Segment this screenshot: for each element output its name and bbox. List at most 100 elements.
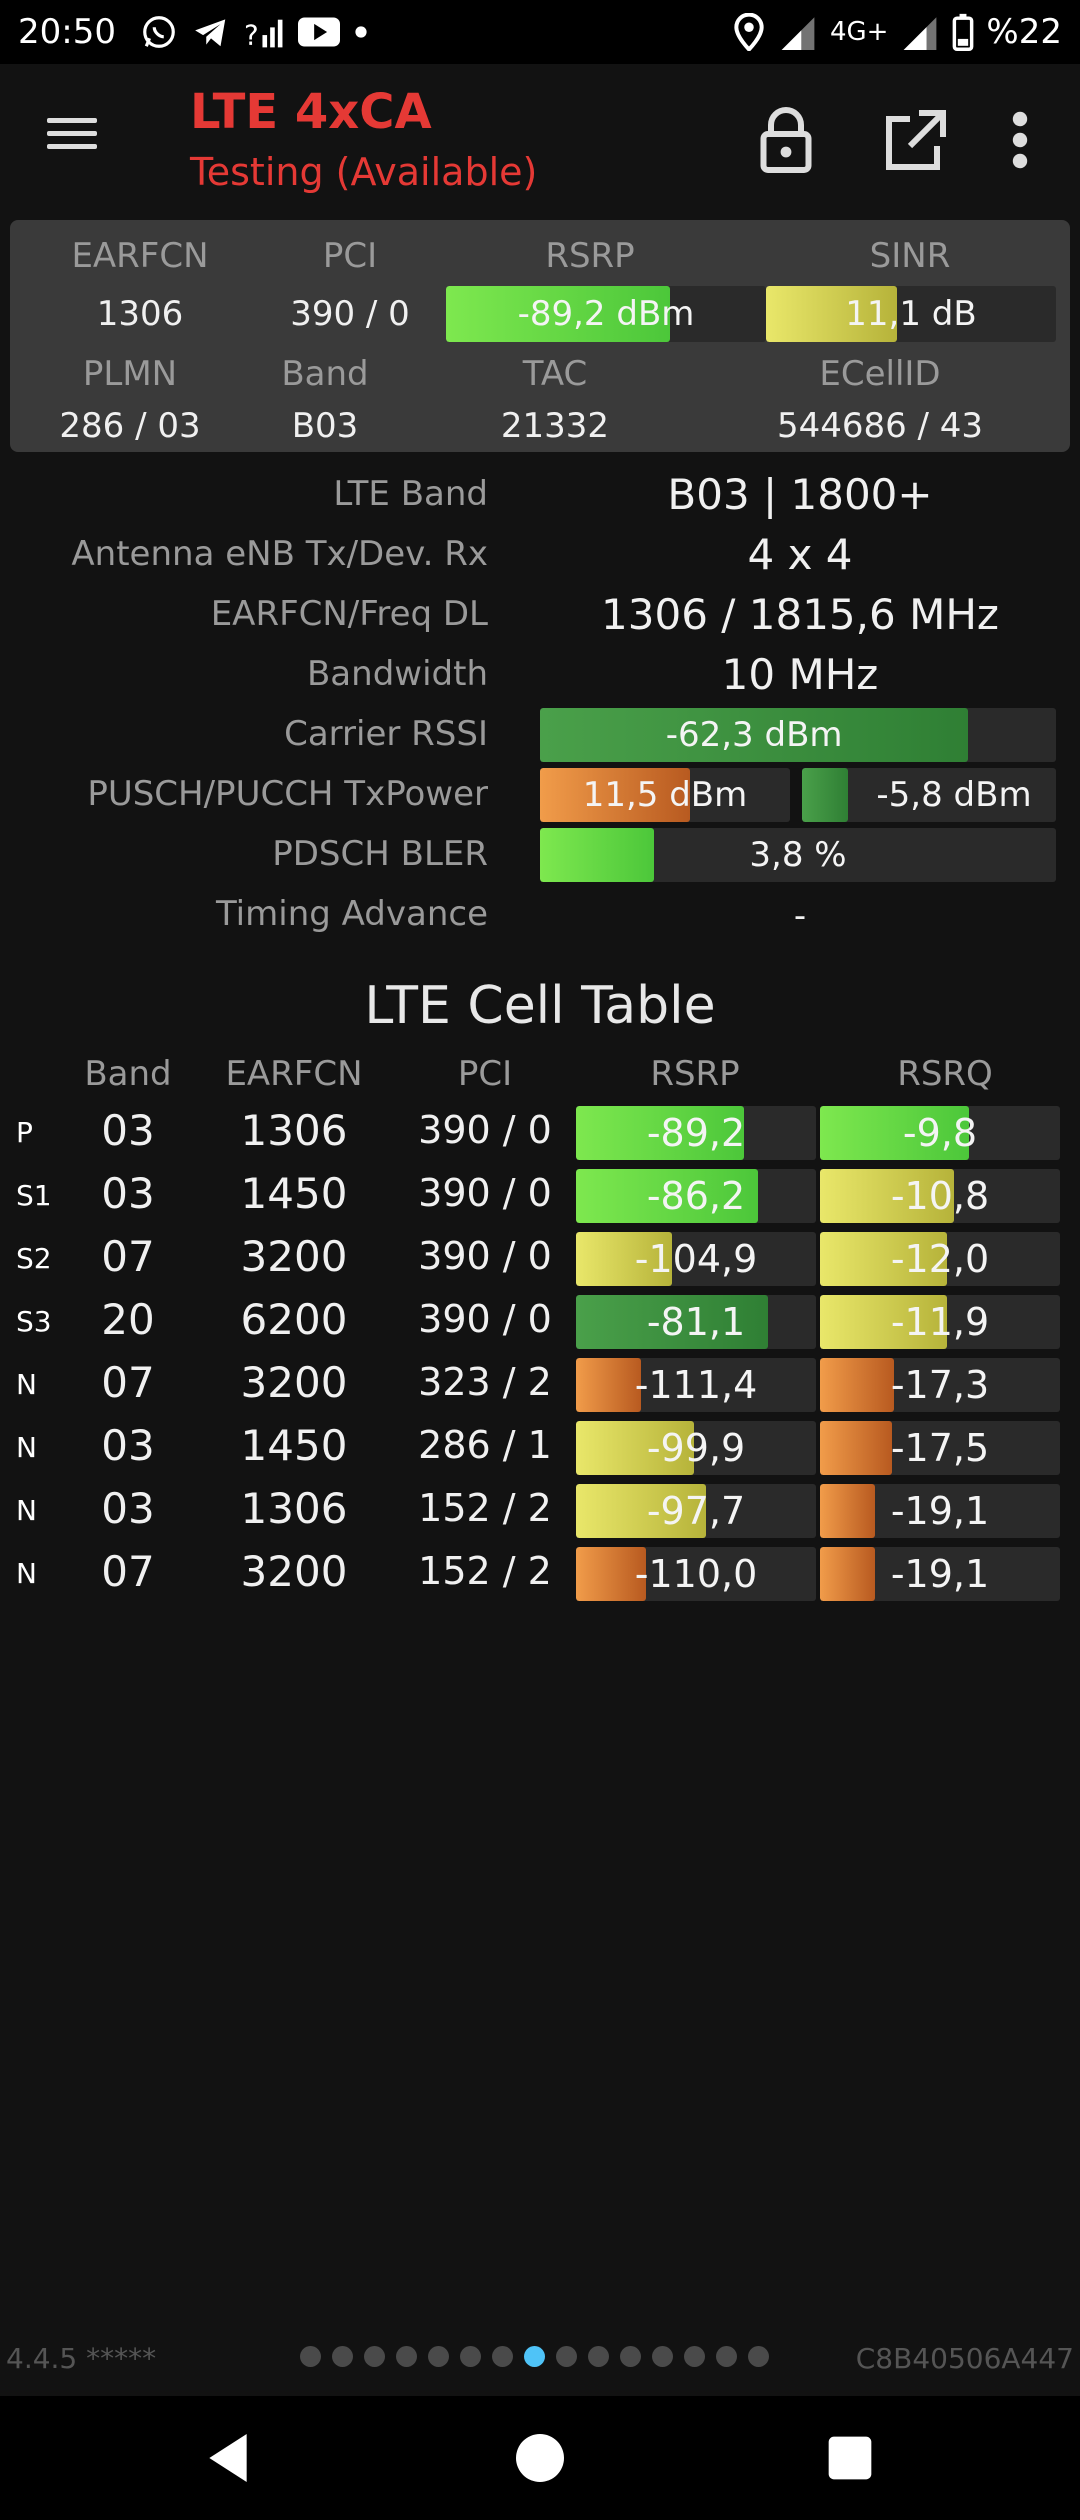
- open-external-button[interactable]: [880, 104, 952, 176]
- table-row: N 03 1306 152 / 2 -97,7 -19,1: [0, 1482, 1080, 1538]
- pucch-bar-fill: [802, 768, 848, 822]
- cell-rsrp-bar-fill: [576, 1358, 641, 1412]
- detail-row-lte-band: LTE Band B03 | 1800+: [0, 466, 1080, 526]
- antenna-label: Antenna eNB Tx/Dev. Rx: [71, 534, 488, 574]
- cell-rsrp-value: -97,7: [646, 1489, 746, 1533]
- sinr-value: 11,1 dB: [845, 294, 977, 334]
- col-header-rsrq: RSRQ: [897, 1054, 993, 1094]
- cell-band: 03: [101, 1169, 155, 1218]
- ta-label: Timing Advance: [215, 894, 488, 934]
- earfcn-label: EARFCN: [71, 236, 209, 276]
- rsrp-label: RSRP: [545, 236, 635, 276]
- rssi-label: Carrier RSSI: [284, 714, 488, 754]
- cell-pci: 152 / 2: [418, 1486, 552, 1530]
- cell-earfcn: 1450: [240, 1169, 348, 1218]
- bler-bar-fill: [540, 828, 654, 882]
- cell-rsrq-bar-fill: [820, 1484, 876, 1538]
- menu-button[interactable]: [40, 110, 104, 170]
- signal-icon-2: [900, 12, 940, 52]
- antenna-value: 4 x 4: [747, 530, 853, 579]
- page-dot[interactable]: [396, 2346, 417, 2367]
- page-dot[interactable]: [300, 2346, 321, 2367]
- cell-rsrq-bar-fill: [820, 1295, 948, 1349]
- lock-button[interactable]: [750, 104, 822, 176]
- status-bar: 20:50 ? 4G+ %22: [0, 0, 1080, 64]
- page-dot[interactable]: [652, 2346, 673, 2367]
- bler-value: 3,8 %: [749, 835, 847, 875]
- cell-rsrq-bar-fill: [820, 1106, 969, 1160]
- cell-rsrq-bar-fill: [820, 1358, 895, 1412]
- page-dot[interactable]: [524, 2346, 545, 2367]
- telegram-icon: [192, 12, 230, 52]
- page-dot[interactable]: [492, 2346, 513, 2367]
- plmn-value: 286 / 03: [59, 406, 201, 446]
- page-dot[interactable]: [748, 2346, 769, 2367]
- cell-type: S1: [16, 1179, 52, 1212]
- col-header-band: Band: [84, 1054, 172, 1094]
- page-dot[interactable]: [556, 2346, 577, 2367]
- cell-rsrq-bar: -11,9: [820, 1295, 1060, 1349]
- lte-band-label: LTE Band: [333, 474, 488, 514]
- txpower-label: PUSCH/PUCCH TxPower: [87, 774, 488, 814]
- detail-row-rssi: Carrier RSSI -62,3 dBm: [0, 706, 1080, 766]
- cell-type: S3: [16, 1305, 52, 1338]
- cell-rsrq-value: -12,0: [890, 1237, 990, 1281]
- sinr-label: SINR: [869, 236, 951, 276]
- home-icon: [516, 2434, 564, 2482]
- nav-home-button[interactable]: [508, 2426, 572, 2490]
- pucch-bar: -5,8 dBm: [802, 768, 1056, 822]
- page-indicator[interactable]: [300, 2346, 769, 2367]
- more-options-button[interactable]: [990, 104, 1050, 176]
- battery-icon: [952, 12, 974, 52]
- page-dot[interactable]: [364, 2346, 385, 2367]
- cell-rsrq-bar-fill: [820, 1421, 892, 1475]
- band-label: Band: [281, 354, 369, 394]
- page-dot[interactable]: [716, 2346, 737, 2367]
- page-dot[interactable]: [332, 2346, 353, 2367]
- cell-rsrq-value: -19,1: [890, 1489, 990, 1533]
- signal-icon: [778, 12, 818, 52]
- ecellid-label: ECellID: [819, 354, 941, 394]
- nav-recents-button[interactable]: [818, 2426, 882, 2490]
- cell-earfcn: 1306: [240, 1106, 348, 1155]
- cell-rsrq-value: -11,9: [890, 1300, 990, 1344]
- cell-band: 07: [101, 1232, 155, 1281]
- cell-rsrp-bar-fill: [576, 1547, 646, 1601]
- cell-band: 07: [101, 1358, 155, 1407]
- pusch-value: 11,5 dBm: [582, 775, 748, 815]
- page-dot[interactable]: [620, 2346, 641, 2367]
- lte-band-value: B03 | 1800+: [667, 470, 933, 519]
- cell-type: N: [16, 1431, 37, 1464]
- band-value: B03: [291, 406, 359, 446]
- cell-rsrp-bar-fill: [576, 1232, 672, 1286]
- table-row: S3 20 6200 390 / 0 -81,1 -11,9: [0, 1293, 1080, 1349]
- svg-text:?: ?: [244, 18, 259, 51]
- more-vert-icon: [1012, 111, 1028, 169]
- cell-rsrp-bar-fill: [576, 1295, 768, 1349]
- page-dot[interactable]: [588, 2346, 609, 2367]
- cell-rsrq-value: -19,1: [890, 1552, 990, 1596]
- page-dot[interactable]: [460, 2346, 481, 2367]
- cell-rsrp-value: -99,9: [646, 1426, 746, 1470]
- page-dot[interactable]: [428, 2346, 449, 2367]
- nav-back-button[interactable]: [196, 2426, 260, 2490]
- detail-row-antenna: Antenna eNB Tx/Dev. Rx 4 x 4: [0, 526, 1080, 586]
- tac-label: TAC: [522, 354, 588, 394]
- table-row: S2 07 3200 390 / 0 -104,9 -12,0: [0, 1230, 1080, 1286]
- cell-rsrp-bar: -89,2: [576, 1106, 816, 1160]
- cell-pci: 323 / 2: [418, 1360, 552, 1404]
- bandwidth-label: Bandwidth: [306, 654, 488, 694]
- cell-rsrq-value: -17,3: [890, 1363, 990, 1407]
- cell-rsrq-bar: -12,0: [820, 1232, 1060, 1286]
- pucch-value: -5,8 dBm: [876, 775, 1032, 815]
- earfcn-freq-value: 1306 / 1815,6 MHz: [601, 590, 999, 639]
- table-row: P 03 1306 390 / 0 -89,2 -9,8: [0, 1104, 1080, 1160]
- page-dot[interactable]: [684, 2346, 705, 2367]
- cell-earfcn: 1450: [240, 1421, 348, 1470]
- cell-pci: 390 / 0: [418, 1171, 552, 1215]
- status-time: 20:50: [18, 12, 116, 52]
- location-icon: [732, 12, 766, 52]
- cell-pci: 152 / 2: [418, 1549, 552, 1593]
- ta-value: -: [793, 896, 807, 936]
- earfcn-value: 1306: [96, 294, 184, 334]
